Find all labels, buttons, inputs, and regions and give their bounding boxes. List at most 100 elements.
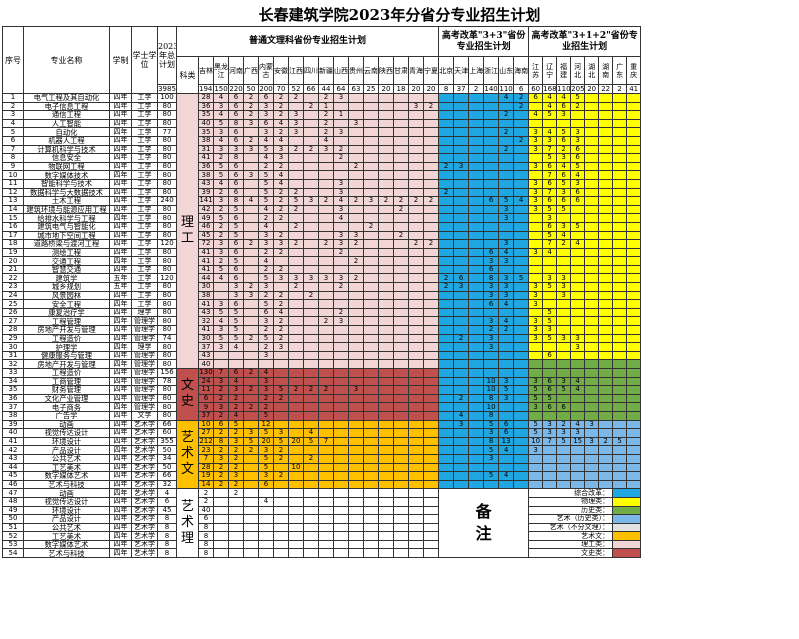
cell-general: 3 (213, 402, 229, 412)
cell-312 (626, 325, 642, 335)
cell-general (288, 256, 304, 266)
cell-33 (483, 110, 500, 120)
cell-33: 2 (438, 161, 455, 172)
cell-general (243, 325, 259, 335)
cell-general: 1 (333, 110, 349, 120)
row-schooling: 四年 (109, 230, 132, 241)
cell-general (378, 153, 394, 163)
cell-general (408, 256, 424, 266)
cell-312 (584, 471, 600, 481)
cell-33 (453, 290, 470, 301)
province-33: 北京 (438, 56, 455, 85)
cell-general (378, 101, 394, 112)
cell-general: 8 (228, 118, 244, 129)
cell-general (333, 385, 349, 395)
cell-general: 5 (228, 221, 244, 232)
cell-312 (612, 342, 628, 352)
cell-general: 2 (213, 445, 229, 455)
cell-general: 3 (318, 273, 334, 284)
cell-312 (612, 471, 628, 481)
row-seq: 25 (2, 299, 24, 309)
cell-general (273, 488, 289, 498)
cell-general: 10 (198, 419, 214, 430)
cell-312 (612, 196, 628, 206)
cell-general (318, 376, 334, 387)
cell-general: 9 (198, 402, 214, 412)
cell-general: 42 (198, 204, 214, 215)
row-seq: 41 (2, 436, 24, 447)
cell-312 (626, 110, 642, 120)
cell-312 (626, 93, 642, 103)
cell-general (422, 488, 440, 498)
province-total: 200 (258, 84, 274, 94)
cell-general (348, 93, 364, 103)
cell-general (288, 505, 304, 516)
cell-general: 4 (258, 221, 274, 232)
cell-312 (584, 350, 600, 361)
row-degree: 工学 (131, 153, 158, 163)
cell-general (303, 135, 319, 146)
cell-33 (513, 127, 530, 137)
cell-general (318, 453, 334, 464)
cell-general (318, 333, 334, 344)
cell-312 (598, 101, 614, 112)
cell-312 (584, 479, 600, 490)
row-total: 8 (157, 548, 177, 559)
table-row: 23 城乡规划 五年 工学 80 30 3 2 3 2 2 2 3 3 3 3 5 3 (2, 282, 642, 292)
cell-33 (453, 385, 470, 395)
cell-312: 4 (542, 101, 558, 112)
province-total: 110 (498, 84, 515, 94)
cell-general: 43 (198, 307, 214, 318)
cell-general: 5 (258, 299, 274, 309)
cell-general: 3 (213, 376, 229, 387)
cell-general: 4 (273, 307, 289, 318)
cell-general: 4 (333, 213, 349, 223)
cell-general (363, 239, 379, 249)
cell-312 (528, 410, 544, 421)
cell-33: 2 (498, 325, 515, 335)
row-total: 45 (157, 505, 177, 516)
cell-33 (513, 187, 530, 198)
cell-312 (570, 402, 586, 412)
cell-general (333, 462, 349, 473)
cell-general (363, 110, 379, 120)
cell-general (348, 522, 364, 533)
cell-general: 3 (273, 239, 289, 249)
row-major: 健康服务与管理 (23, 350, 110, 361)
province-general: 甘肃 (393, 56, 409, 85)
cell-general (318, 548, 334, 559)
cell-312 (626, 135, 642, 146)
province-general: 黑龙江 (213, 56, 229, 85)
row-major: 护理学 (23, 342, 110, 352)
cell-general (378, 350, 394, 361)
cell-general: 40 (198, 505, 214, 516)
cell-general (333, 402, 349, 412)
cell-33 (453, 462, 470, 473)
cell-general: 41 (198, 299, 214, 309)
cell-general (333, 368, 349, 378)
cell-312: 6 (542, 161, 558, 172)
cell-33: 4 (498, 93, 515, 103)
row-total: 80 (157, 118, 177, 129)
legend-swatch (612, 522, 642, 533)
cell-33: 3 (498, 393, 515, 404)
row-major: 房地产开发与管理 (23, 359, 110, 369)
province-312: 广东 (612, 56, 628, 85)
cell-33 (453, 144, 470, 155)
cell-33 (438, 342, 455, 352)
cell-33 (513, 393, 530, 404)
row-total: 80 (157, 101, 177, 112)
legend-swatch (612, 548, 642, 559)
cell-general: 2 (213, 462, 229, 473)
cell-general (273, 531, 289, 541)
cell-general: 37 (198, 342, 214, 352)
cell-general: 2 (243, 333, 259, 344)
cell-312 (612, 93, 628, 103)
cell-general (318, 221, 334, 232)
cell-312: 3 (528, 161, 544, 172)
cell-general (318, 402, 334, 412)
cell-312: 3 (528, 282, 544, 292)
row-major: 文化产业管理 (23, 393, 110, 404)
cell-312 (612, 393, 628, 404)
cell-33 (498, 178, 515, 189)
